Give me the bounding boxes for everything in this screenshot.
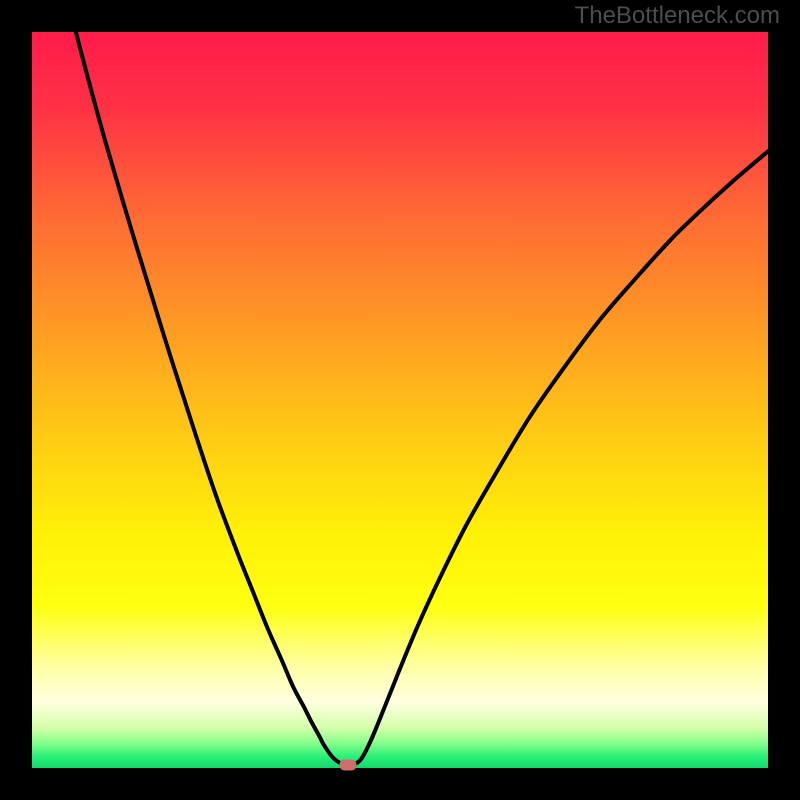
bottleneck-curve	[32, 32, 768, 768]
plot-area	[32, 32, 768, 768]
chart-frame: TheBottleneck.com	[0, 0, 800, 800]
minimum-marker	[340, 760, 357, 771]
watermark-text: TheBottleneck.com	[575, 2, 780, 30]
